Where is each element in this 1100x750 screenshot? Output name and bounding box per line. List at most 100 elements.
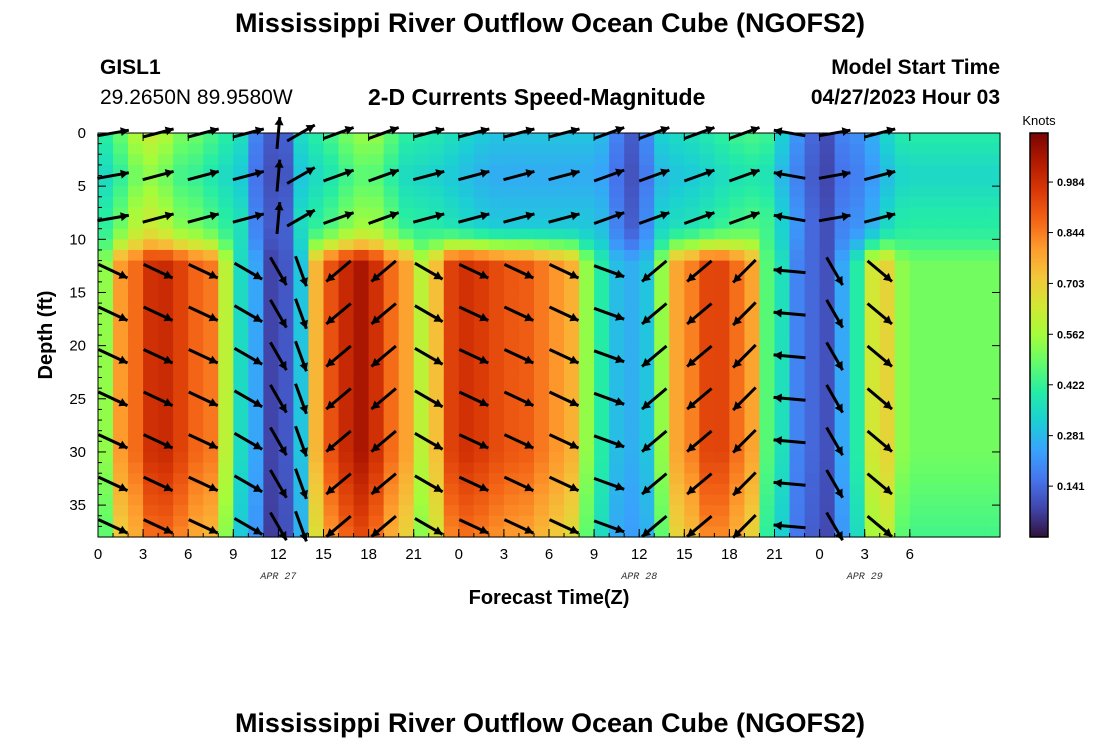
heatmap-cell	[849, 281, 866, 294]
heatmap-cell	[98, 196, 114, 209]
heatmap-cell	[308, 420, 325, 432]
heatmap-cell	[383, 186, 400, 198]
heatmap-cell	[729, 494, 746, 506]
heatmap-cell	[263, 430, 279, 442]
heatmap-cell	[368, 260, 385, 272]
current-vector	[773, 351, 806, 360]
current-vector	[458, 433, 489, 450]
heatmap-cell	[744, 345, 761, 357]
heatmap-cell	[909, 196, 926, 209]
heatmap-cell	[308, 388, 325, 400]
heatmap-cell	[834, 366, 851, 379]
heatmap-cell	[428, 345, 445, 357]
heatmap-cell	[398, 175, 415, 187]
current-vector	[593, 306, 625, 321]
heatmap-cell	[533, 154, 550, 166]
heatmap-cell	[549, 409, 565, 421]
heatmap-cell	[969, 409, 986, 421]
heatmap-cell	[113, 462, 129, 474]
heatmap-cell	[594, 260, 610, 272]
heatmap-cell	[353, 420, 370, 432]
heatmap-cell	[954, 505, 971, 517]
heatmap-cell	[609, 260, 625, 272]
current-vector	[548, 475, 580, 492]
heatmap-cell	[789, 196, 806, 209]
heatmap-cell	[969, 239, 986, 251]
heatmap-cell	[819, 473, 836, 485]
heatmap-cell	[594, 143, 610, 155]
heatmap-cell	[443, 281, 460, 294]
heatmap-cell	[248, 388, 264, 400]
heatmap-cell	[458, 164, 475, 177]
heatmap-cell	[789, 154, 806, 166]
heatmap-cell	[338, 366, 355, 379]
heatmap-cell	[609, 196, 625, 209]
heatmap-cell	[458, 154, 475, 166]
heatmap-cell	[564, 377, 580, 389]
vector-head	[687, 358, 697, 367]
heatmap-cell	[834, 515, 851, 527]
heatmap-cell	[413, 313, 430, 325]
vector-head	[253, 313, 263, 322]
vector-head	[733, 273, 742, 283]
heatmap-cell	[729, 515, 746, 527]
x-tick-label: 9	[229, 546, 237, 563]
heatmap-cell	[669, 388, 685, 400]
heatmap-cell	[398, 218, 415, 230]
heatmap-cell	[624, 462, 640, 474]
heatmap-cell	[714, 281, 730, 294]
heatmap-cell	[594, 409, 610, 421]
heatmap-cell	[143, 207, 159, 219]
heatmap-cell	[699, 441, 715, 453]
heatmap-cell	[458, 420, 475, 432]
x-tick-label: 9	[590, 546, 598, 563]
heatmap-cell	[849, 324, 866, 336]
current-vector	[232, 211, 265, 224]
heatmap-cell	[173, 356, 189, 368]
heatmap-cell	[924, 281, 941, 294]
heatmap-cell	[443, 249, 460, 262]
heatmap-cell	[458, 249, 475, 262]
heatmap-cell	[488, 505, 505, 517]
vector-head	[687, 400, 697, 410]
current-vector	[412, 169, 445, 182]
heatmap-cell	[654, 313, 670, 325]
heatmap-cell	[924, 335, 941, 347]
heatmap-cell	[473, 473, 490, 485]
heatmap-cell	[579, 473, 595, 485]
heatmap-cell	[113, 494, 129, 506]
heatmap-cell	[353, 218, 370, 230]
current-vector	[142, 433, 174, 450]
heatmap-cell	[233, 292, 249, 304]
heatmap-cell	[143, 505, 159, 517]
heatmap-cell	[143, 313, 159, 325]
heatmap-cell	[834, 335, 851, 347]
heatmap-cell	[909, 483, 926, 496]
heatmap-cell	[924, 345, 941, 357]
heatmap-cell	[669, 281, 685, 294]
heatmap-cell	[804, 420, 821, 432]
heatmap-cell	[518, 260, 535, 272]
heatmap-cell	[669, 483, 685, 496]
heatmap-cell	[293, 388, 310, 400]
heatmap-cell	[939, 175, 956, 187]
heatmap-cell	[218, 526, 234, 538]
heatmap-cell	[98, 356, 114, 368]
heatmap-cell	[398, 303, 415, 315]
heatmap-cell	[684, 154, 700, 166]
heatmap-cell	[323, 303, 340, 315]
current-vector	[269, 511, 288, 541]
heatmap-cell	[894, 494, 911, 506]
heatmap-cell	[594, 164, 610, 177]
heatmap-cell	[594, 356, 610, 368]
heatmap-cell	[744, 143, 761, 155]
vector-head	[326, 443, 336, 452]
heatmap-cell	[458, 196, 475, 209]
vector-head	[480, 169, 490, 178]
heatmap-cell	[954, 398, 971, 411]
heatmap-cell	[549, 430, 565, 442]
heatmap-cell	[143, 186, 159, 198]
heatmap-cell	[774, 154, 791, 166]
vector-head	[615, 354, 625, 364]
heatmap-cell	[669, 345, 685, 357]
